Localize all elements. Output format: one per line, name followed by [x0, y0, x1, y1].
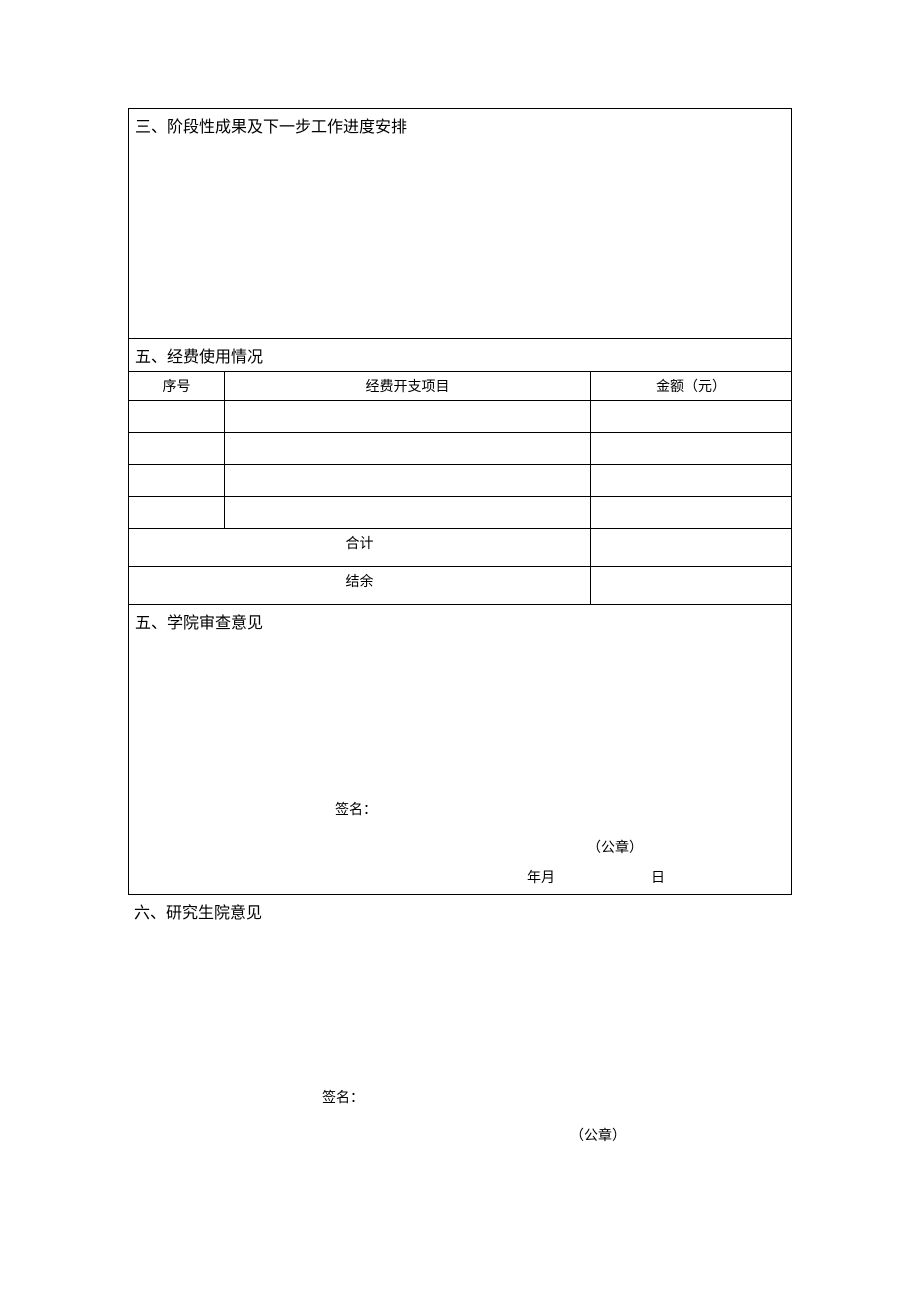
date-day: 日: [651, 867, 665, 887]
cell-seq[interactable]: [129, 401, 225, 433]
cell-amount[interactable]: [591, 401, 792, 433]
section-5b-cell: 五、学院审查意见 签名： （公章） 年月 日: [129, 605, 792, 895]
cell-seq[interactable]: [129, 497, 225, 529]
col-header-item: 经费开支项目: [225, 372, 591, 401]
table-row: [129, 497, 792, 529]
expense-header-row: 序号 经费开支项目 金额（元）: [129, 372, 792, 401]
col-header-amount: 金额（元）: [591, 372, 792, 401]
stamp-label: （公章）: [587, 837, 643, 857]
table-row: [129, 465, 792, 497]
section-3-header: 三、阶段性成果及下一步工作进度安排: [129, 109, 792, 339]
total-label: 合计: [129, 529, 591, 567]
cell-seq[interactable]: [129, 465, 225, 497]
table-row: [129, 433, 792, 465]
table-row: [129, 401, 792, 433]
cell-seq[interactable]: [129, 433, 225, 465]
signature-label: 签名：: [335, 799, 377, 819]
cell-item[interactable]: [225, 401, 591, 433]
signature-label: 签名：: [322, 1087, 364, 1107]
cell-amount[interactable]: [591, 465, 792, 497]
section-6: 六、研究生院意见 签名： （公章）: [128, 895, 792, 1165]
balance-label: 结余: [129, 567, 591, 605]
form-table: 三、阶段性成果及下一步工作进度安排 五、经费使用情况 序号 经费开支项目 金额（…: [128, 108, 792, 895]
total-value[interactable]: [591, 529, 792, 567]
balance-value[interactable]: [591, 567, 792, 605]
stamp-label: （公章）: [570, 1125, 626, 1145]
cell-item[interactable]: [225, 433, 591, 465]
col-header-seq: 序号: [129, 372, 225, 401]
total-row: 合计: [129, 529, 792, 567]
section-5b-header: 五、学院审查意见: [135, 609, 785, 633]
section-6-header: 六、研究生院意见: [134, 899, 786, 923]
cell-item[interactable]: [225, 497, 591, 529]
cell-amount[interactable]: [591, 497, 792, 529]
cell-amount[interactable]: [591, 433, 792, 465]
cell-item[interactable]: [225, 465, 591, 497]
date-year-month: 年月: [527, 867, 555, 887]
balance-row: 结余: [129, 567, 792, 605]
section-5a-header: 五、经费使用情况: [129, 339, 792, 372]
